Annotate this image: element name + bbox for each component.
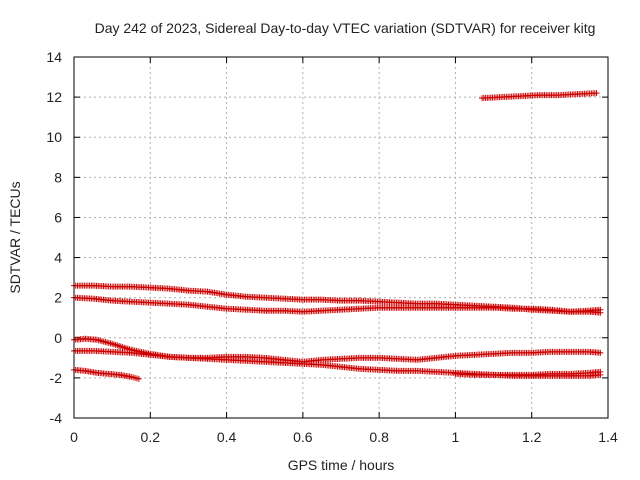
- y-tick-label: 4: [54, 250, 62, 266]
- plot-frame: [73, 56, 609, 419]
- y-axis-label: SDTVAR / TECUs: [7, 181, 23, 293]
- y-tick-label: 8: [54, 169, 62, 185]
- data-point: [597, 371, 604, 378]
- series-prn-a: [479, 90, 600, 102]
- y-tick-label: 10: [46, 129, 62, 145]
- y-tick-label: 0: [54, 330, 62, 346]
- chart-title: Day 242 of 2023, Sidereal Day-to-day VTE…: [95, 20, 596, 36]
- data-point: [593, 90, 600, 97]
- y-tick-label: 6: [54, 209, 62, 225]
- series-prn-f: [71, 366, 142, 382]
- tick-layer: 0 0.2 0.4 0.6 0.8 1 1.2 1.4 -4 -2 0 2 4 6 8 10 12 14: [46, 49, 618, 445]
- series-prn-e: [71, 347, 604, 365]
- x-tick-label: 0: [70, 429, 78, 445]
- y-tick-label: -2: [50, 370, 63, 386]
- data-point: [597, 349, 604, 356]
- x-tick-label: 1.4: [598, 429, 618, 445]
- series-prn-g: [452, 370, 604, 379]
- data-layer: [71, 90, 604, 382]
- x-tick-label: 1.2: [522, 429, 542, 445]
- series-prn-c: [71, 294, 604, 316]
- x-tick-label: 0.8: [369, 429, 389, 445]
- y-tick-label: -4: [50, 410, 63, 426]
- y-tick-label: 14: [46, 49, 62, 65]
- x-axis-label: GPS time / hours: [288, 457, 395, 473]
- x-tick-label: 0.2: [141, 429, 161, 445]
- x-tick-label: 0.4: [217, 429, 237, 445]
- data-point: [597, 309, 604, 316]
- grid-layer: [74, 57, 608, 418]
- y-tick-label: 2: [54, 290, 62, 306]
- x-tick-label: 1: [452, 429, 460, 445]
- data-point: [135, 375, 142, 382]
- x-tick-label: 0.6: [293, 429, 313, 445]
- y-tick-label: 12: [46, 89, 62, 105]
